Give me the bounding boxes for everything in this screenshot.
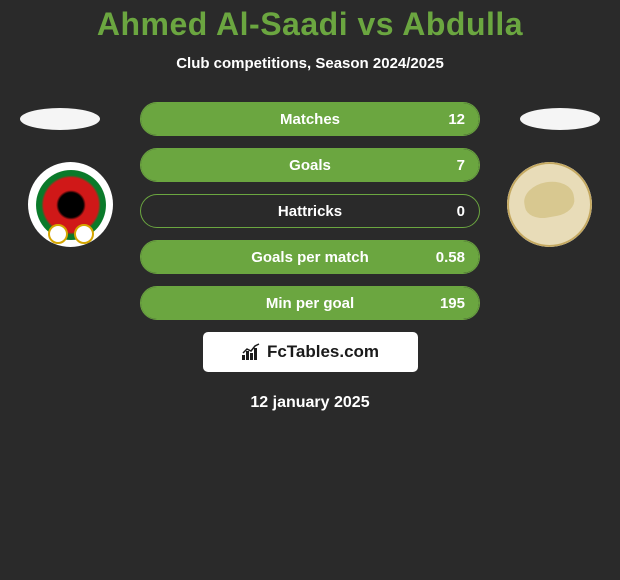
stat-label: Goals [289, 157, 331, 174]
subtitle: Club competitions, Season 2024/2025 [0, 55, 620, 72]
player-right-avatar [520, 108, 600, 130]
stat-row-goals-per-match: Goals per match 0.58 [140, 240, 480, 274]
club-logo-left [28, 162, 113, 247]
player-left-avatar [20, 108, 100, 130]
stat-value-right: 0 [457, 203, 465, 220]
stats-container: Matches 12 Goals 7 Hattricks 0 Goals per… [140, 102, 480, 320]
club-logo-right-emblem [507, 162, 592, 247]
club-logo-right [507, 162, 592, 247]
stat-row-matches: Matches 12 [140, 102, 480, 136]
stat-row-hattricks: Hattricks 0 [140, 194, 480, 228]
club-logo-left-emblem [36, 170, 106, 240]
page-title: Ahmed Al-Saadi vs Abdulla [0, 0, 620, 43]
date-text: 12 january 2025 [0, 394, 620, 412]
stat-value-right: 12 [448, 111, 465, 128]
stat-label: Min per goal [266, 295, 354, 312]
comparison-content: Matches 12 Goals 7 Hattricks 0 Goals per… [0, 102, 620, 412]
site-badge[interactable]: FcTables.com [203, 332, 418, 372]
bar-chart-icon [241, 343, 263, 361]
stat-label: Matches [280, 111, 340, 128]
stat-row-min-per-goal: Min per goal 195 [140, 286, 480, 320]
stat-label: Hattricks [278, 203, 342, 220]
stat-row-goals: Goals 7 [140, 148, 480, 182]
stat-value-right: 0.58 [436, 249, 465, 266]
stat-value-right: 7 [457, 157, 465, 174]
stat-value-right: 195 [440, 295, 465, 312]
stat-label: Goals per match [251, 249, 369, 266]
site-name: FcTables.com [267, 342, 379, 362]
